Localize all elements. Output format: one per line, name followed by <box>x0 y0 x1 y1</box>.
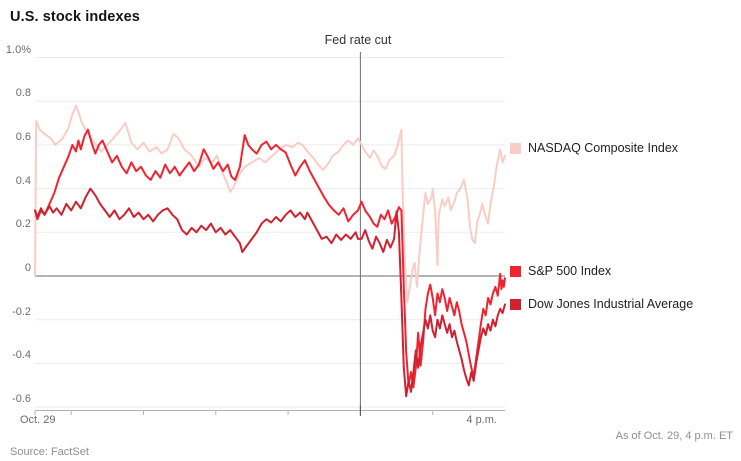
event-annotation-label: Fed rate cut <box>324 33 392 47</box>
y-tick-label: 0.8 <box>15 87 31 100</box>
series-line-sp500 <box>34 128 506 389</box>
legend-item-nasdaq: NASDAQ Composite Index <box>510 141 678 155</box>
legend-swatch-sp500 <box>510 265 521 277</box>
y-tick-label: -0.4 <box>12 349 31 362</box>
legend-swatch-nasdaq <box>510 142 521 154</box>
y-tick-label: -0.2 <box>12 305 31 318</box>
y-tick-label: 0 <box>24 262 31 274</box>
y-tick-label: -0.6 <box>12 393 31 406</box>
chart-title: U.S. stock indexes <box>10 9 140 25</box>
series-line-nasdaq <box>34 104 506 304</box>
x-axis-start-label: Oct. 29 <box>20 414 56 426</box>
x-axis-end-label: 4 p.m. <box>466 414 497 426</box>
y-tick-label: 0.2 <box>15 218 31 231</box>
y-tick-label: 1.0% <box>5 43 31 56</box>
y-tick-label: 0.4 <box>15 174 31 187</box>
legend-label-dowjones: Dow Jones Industrial Average <box>528 297 694 311</box>
series-line-dowjones <box>34 187 506 398</box>
as-of-note: As of Oct. 29, 4 p.m. ET <box>615 430 733 442</box>
y-tick-label: 0.6 <box>15 130 31 143</box>
gridlines <box>35 57 505 408</box>
legend-swatch-dowjones <box>510 298 521 310</box>
x-axis <box>34 405 505 416</box>
legend-label-sp500: S&P 500 Index <box>528 264 612 278</box>
source-note: Source: FactSet <box>10 446 89 458</box>
legend-item-dowjones: Dow Jones Industrial Average <box>510 297 693 311</box>
legend-item-sp500: S&P 500 Index <box>510 264 611 278</box>
legend-label-nasdaq: NASDAQ Composite Index <box>528 141 679 155</box>
